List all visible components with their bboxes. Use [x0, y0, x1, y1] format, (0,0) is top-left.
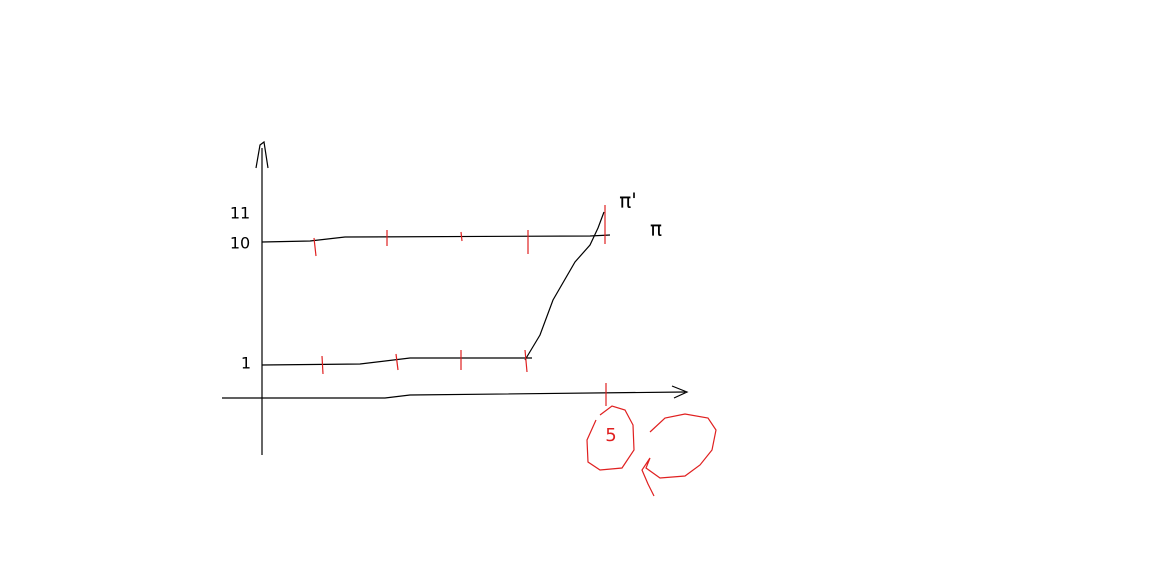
- y-label-low: 1: [241, 354, 251, 373]
- x-axis: [222, 391, 686, 399]
- y-axis-arrow: [255, 140, 269, 169]
- rising-curve: [524, 211, 605, 361]
- curve-label-prime: π': [619, 189, 637, 213]
- circle: [586, 405, 635, 471]
- lower-line: [261, 357, 532, 366]
- tick-marks: [313, 205, 607, 406]
- x-axis-arrow: [671, 385, 689, 399]
- upper-line: [261, 234, 611, 243]
- y-label-mid: 10: [230, 234, 250, 253]
- y-label-upper: 11: [230, 204, 250, 223]
- loop: [641, 413, 717, 497]
- curve-label: π: [650, 217, 662, 241]
- x-label: 5: [605, 425, 616, 446]
